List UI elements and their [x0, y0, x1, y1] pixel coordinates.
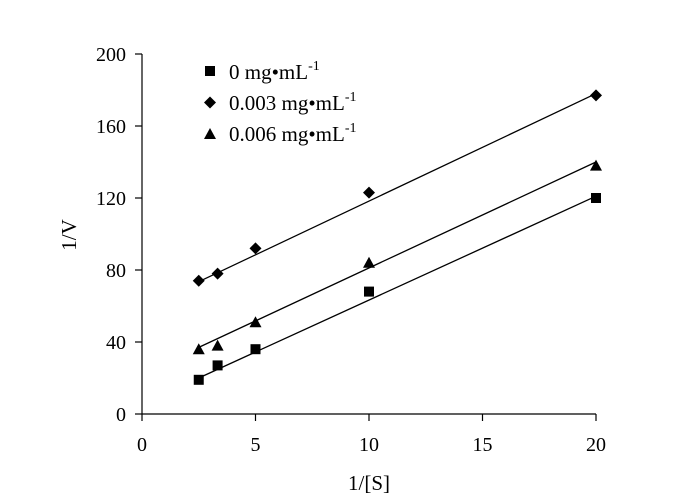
y-axis-title: 1/V: [57, 219, 81, 251]
x-axis-title: 1/[S]: [348, 471, 390, 495]
data-point-square: [250, 344, 261, 355]
legend-entry-0: 0 mg•mL-1: [205, 59, 320, 84]
x-tick-label: 0: [137, 434, 147, 456]
y-tick-label: 160: [96, 116, 126, 138]
x-tick-label: 5: [251, 434, 261, 456]
data-point-diamond: [211, 267, 224, 280]
data-point-square: [591, 193, 601, 203]
data-point-square: [212, 360, 223, 371]
y-tick-label: 0: [116, 404, 126, 426]
y-tick-label: 40: [106, 332, 126, 354]
data-markers: [192, 89, 602, 385]
data-point-triangle: [192, 343, 205, 355]
legend-entry-1: 0.003 mg•mL-1: [204, 90, 357, 115]
x-tick-label: 10: [359, 434, 379, 456]
x-tick-label: 20: [586, 434, 606, 456]
y-tick-label: 120: [96, 188, 126, 210]
fit-lines: [198, 93, 597, 379]
legend-label-0: 0 mg•mL-1: [229, 59, 320, 84]
data-point-diamond: [249, 242, 262, 255]
fit-line-series-1: [198, 93, 597, 283]
fit-line-series-2: [198, 161, 597, 348]
x-tick-label: 15: [473, 434, 493, 456]
data-point-triangle: [249, 316, 262, 328]
data-point-square: [364, 286, 374, 297]
fit-line-series-0: [198, 195, 597, 379]
legend-label-2: 0.006 mg•mL-1: [229, 121, 357, 146]
data-point-triangle: [590, 159, 602, 171]
data-point-triangle: [211, 339, 224, 351]
data-point-triangle: [363, 256, 375, 268]
y-tick-label: 80: [106, 260, 126, 282]
legend-label-1: 0.003 mg•mL-1: [229, 90, 357, 115]
legend-entry-2: 0.006 mg•mL-1: [204, 121, 357, 146]
legend-marker-diamond: [204, 96, 216, 109]
legend: 0 mg•mL-1 0.003 mg•mL-1 0.006 mg•mL-1: [204, 59, 357, 146]
y-tick-label: 200: [96, 44, 126, 66]
legend-marker-triangle: [204, 128, 216, 139]
data-point-diamond: [192, 274, 205, 287]
data-point-diamond: [590, 89, 602, 102]
data-point-square: [193, 374, 204, 385]
legend-marker-square: [205, 66, 215, 76]
data-point-diamond: [363, 186, 375, 199]
